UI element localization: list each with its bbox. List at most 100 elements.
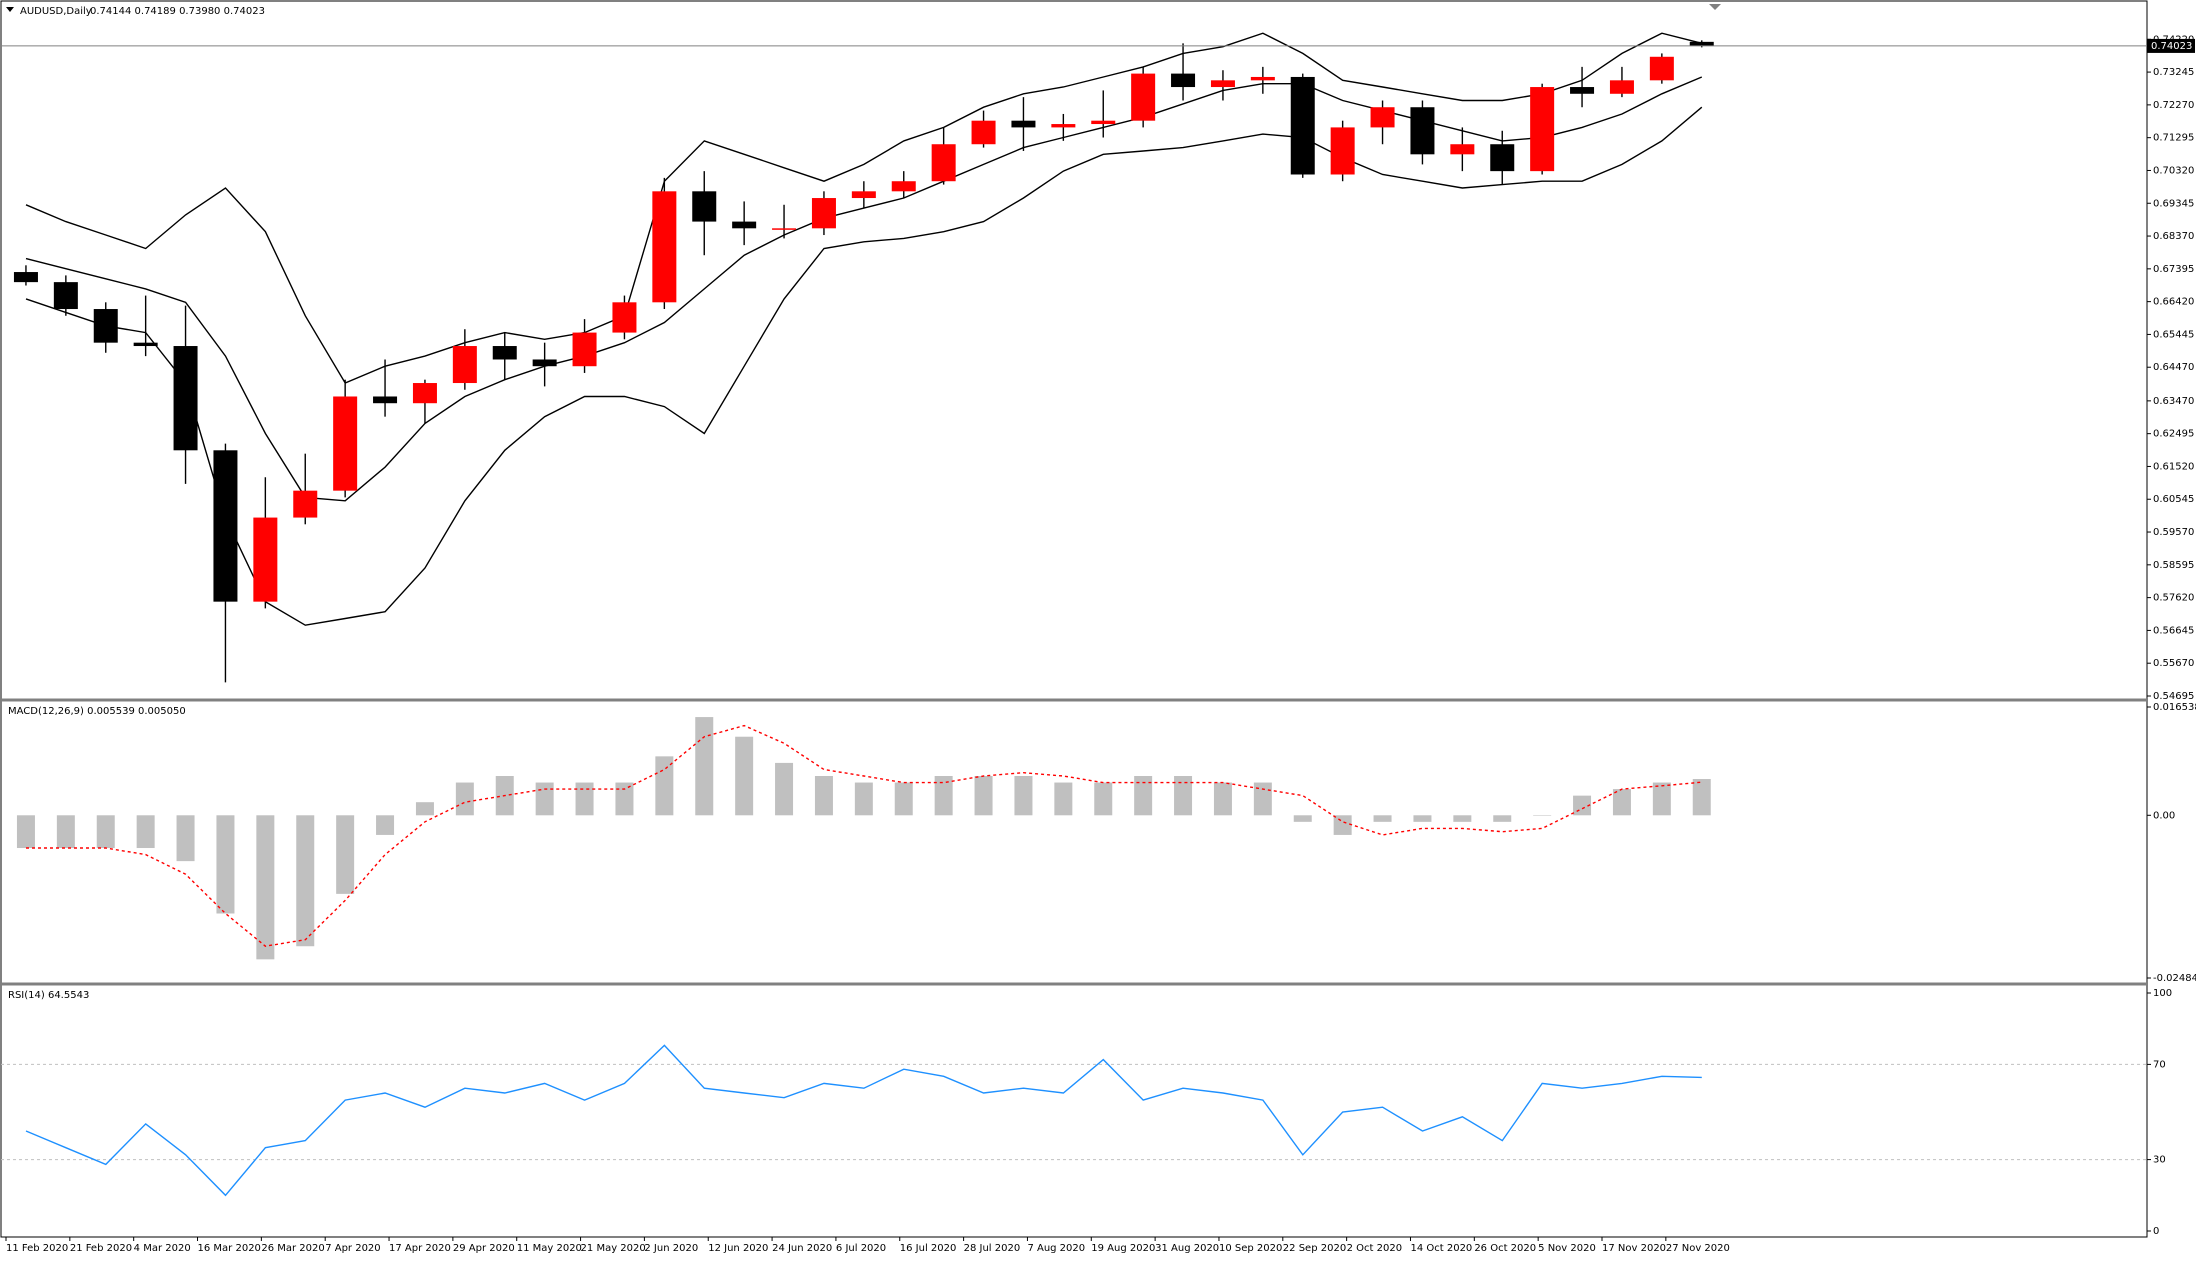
candle-body (93, 309, 118, 343)
y-tick-label: 0.63470 (2153, 396, 2194, 407)
macd-histogram (535, 782, 554, 816)
plot-frame (0, 0, 2148, 1238)
macd-histogram (1134, 776, 1153, 816)
x-tick-label: 5 Nov 2020 (1538, 1243, 1596, 1254)
y-tick-label: 30 (2153, 1155, 2166, 1166)
y-tick-label: 0.68370 (2153, 231, 2194, 242)
macd-histogram (695, 717, 714, 816)
last-price-box (2147, 38, 2195, 53)
x-tick-label: 7 Apr 2020 (325, 1243, 380, 1254)
macd-title: MACD(12,26,9) 0.005539 0.005050 (8, 706, 186, 717)
x-tick-label: 21 Feb 2020 (70, 1243, 132, 1254)
candle-body (532, 359, 557, 367)
x-tick-label: 17 Nov 2020 (1602, 1243, 1666, 1254)
macd-histogram (1373, 815, 1392, 822)
macd-histogram (814, 776, 833, 816)
x-tick-label: 19 Aug 2020 (1091, 1243, 1155, 1254)
candle-body (652, 191, 677, 303)
x-tick-label: 26 Mar 2020 (261, 1243, 324, 1254)
macd-histogram (296, 815, 315, 947)
candle-body (1250, 76, 1275, 81)
macd-histogram (1174, 776, 1193, 816)
macd-histogram (256, 815, 275, 960)
macd-histogram (1054, 782, 1073, 816)
candle-body (1410, 107, 1435, 155)
y-tick-label: 0.61520 (2153, 461, 2194, 472)
menu-arrow[interactable] (6, 7, 14, 12)
x-tick-label: 28 Jul 2020 (964, 1243, 1021, 1254)
y-tick-label: 0.58595 (2153, 560, 2194, 571)
x-tick-label: 27 Nov 2020 (1666, 1243, 1730, 1254)
x-tick-label: 2 Jun 2020 (644, 1243, 698, 1254)
macd-histogram (1612, 789, 1631, 816)
x-tick-label: 11 Feb 2020 (6, 1243, 68, 1254)
y-tick-label: 0.54695 (2153, 691, 2194, 702)
y-tick-label: 0.65445 (2153, 329, 2194, 340)
y-tick-label: 0.71295 (2153, 133, 2194, 144)
macd-histogram (216, 815, 235, 914)
y-tick-label: -0.024849 (2153, 973, 2196, 984)
candle-body (253, 517, 278, 602)
candle-body (333, 396, 358, 491)
candle-body (293, 490, 318, 518)
y-tick-label: 0.57620 (2153, 593, 2194, 604)
macd-histogram (655, 756, 674, 816)
candle-body (1210, 80, 1235, 88)
candle-body (412, 383, 437, 404)
macd-histogram (735, 736, 754, 816)
candle-body (1330, 127, 1355, 175)
y-tick-label: 0.55670 (2153, 658, 2194, 669)
macd-histogram (894, 782, 913, 816)
candle-body (1011, 120, 1036, 128)
candle-body (492, 346, 517, 360)
y-tick-label: 70 (2153, 1059, 2166, 1070)
candle-body (213, 450, 238, 602)
y-tick-label: 100 (2153, 988, 2172, 999)
candle-body (612, 302, 637, 333)
x-tick-label: 4 Mar 2020 (134, 1243, 191, 1254)
macd-histogram (56, 815, 75, 849)
candle-body (53, 282, 78, 310)
candle-body (1490, 144, 1515, 172)
macd-histogram (934, 776, 953, 816)
y-tick-label: 0.56645 (2153, 625, 2194, 636)
candle-body (891, 181, 916, 192)
rsi-title: RSI(14) 64.5543 (8, 990, 89, 1001)
macd-histogram (1293, 815, 1312, 822)
symbol-title: AUDUSD,Daily (20, 6, 92, 17)
y-tick-label: 0.016538 (2153, 702, 2196, 713)
candle-body (1570, 87, 1595, 94)
macd-histogram (775, 762, 794, 816)
candle-body (133, 342, 158, 347)
y-tick-label: 0.59570 (2153, 527, 2194, 538)
x-tick-label: 22 Sep 2020 (1283, 1243, 1346, 1254)
y-tick-label: 0.62495 (2153, 429, 2194, 440)
candle-body (971, 120, 996, 145)
y-tick-label: 0 (2153, 1226, 2159, 1237)
candle-body (373, 396, 398, 404)
candle-body (1051, 124, 1076, 128)
candle-body (1649, 56, 1674, 81)
candle-body (931, 144, 956, 182)
macd-histogram (1493, 815, 1512, 822)
x-tick-label: 26 Oct 2020 (1474, 1243, 1536, 1254)
x-tick-label: 21 May 2020 (581, 1243, 646, 1254)
candle-body (692, 191, 717, 222)
macd-histogram (615, 782, 634, 816)
candle-body (1530, 87, 1555, 172)
x-tick-label: 11 May 2020 (517, 1243, 582, 1254)
macd-histogram (376, 815, 395, 835)
x-tick-label: 17 Apr 2020 (389, 1243, 451, 1254)
candle-body (572, 332, 597, 367)
y-tick-label: 0.67395 (2153, 264, 2194, 275)
x-tick-label: 16 Jul 2020 (900, 1243, 957, 1254)
candle-body (1450, 144, 1475, 155)
x-tick-label: 12 Jun 2020 (708, 1243, 768, 1254)
candle-body (732, 221, 757, 229)
candle-body (1171, 73, 1196, 88)
macd-histogram (1253, 782, 1272, 816)
y-tick-label: 0.64470 (2153, 362, 2194, 373)
macd-histogram (1014, 776, 1033, 816)
